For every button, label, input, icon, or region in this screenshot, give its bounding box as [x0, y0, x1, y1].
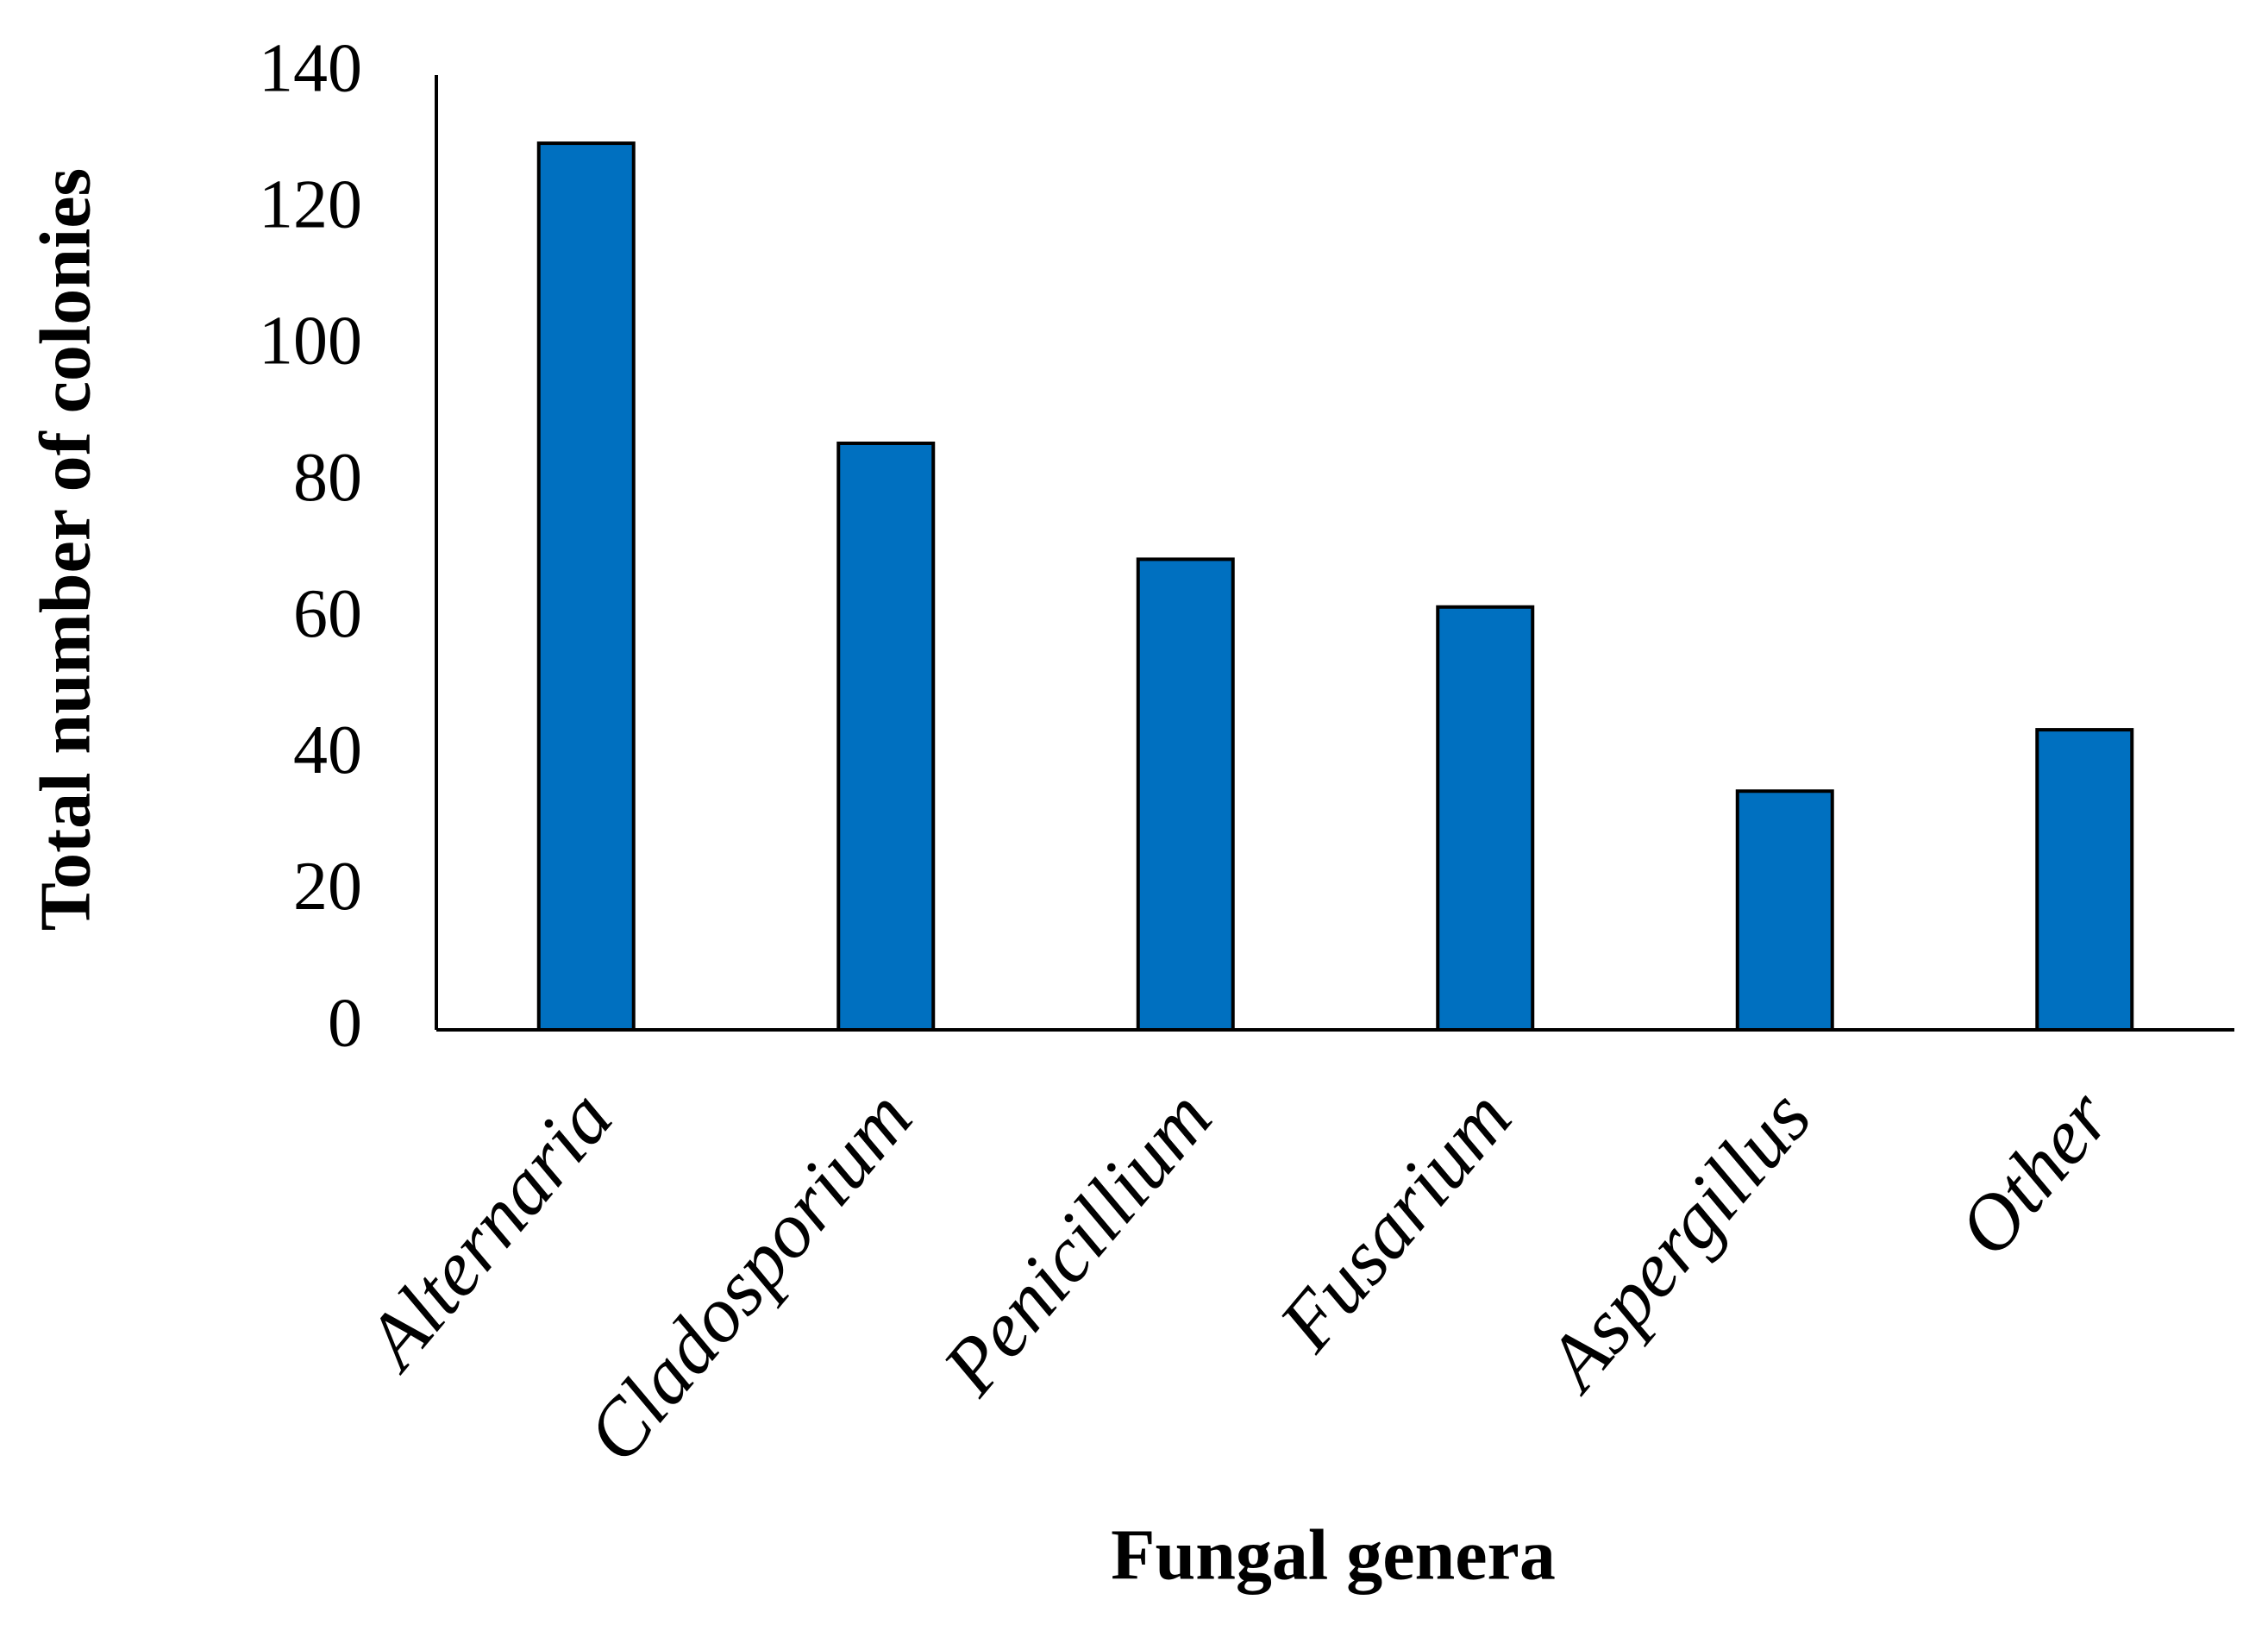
y-tick-label: 0 — [328, 985, 362, 1061]
x-tick-label: Penicillium — [925, 1074, 1228, 1411]
bar — [536, 141, 636, 1032]
bar — [836, 441, 936, 1032]
bar — [1735, 789, 1834, 1032]
y-tick-label: 80 — [293, 440, 362, 516]
x-tick-label: Fusarium — [1262, 1074, 1528, 1367]
y-tick-label: 60 — [293, 576, 362, 652]
bar — [2035, 728, 2134, 1032]
x-tick-label: Aspergillus — [1526, 1074, 1827, 1409]
x-tick-label: Other — [1941, 1073, 2128, 1272]
y-axis-title: Total number of colonies — [25, 168, 105, 931]
y-tick-label: 40 — [293, 712, 362, 788]
bar — [1136, 557, 1235, 1032]
x-axis-title: Fungal genera — [1111, 1515, 1556, 1595]
x-tick-label: Alternaria — [346, 1074, 629, 1388]
y-tick-label: 120 — [259, 167, 362, 243]
y-tick-label: 100 — [259, 304, 362, 380]
y-tick-label: 20 — [293, 849, 362, 925]
bar — [1436, 605, 1535, 1032]
y-tick-label: 140 — [259, 30, 362, 106]
